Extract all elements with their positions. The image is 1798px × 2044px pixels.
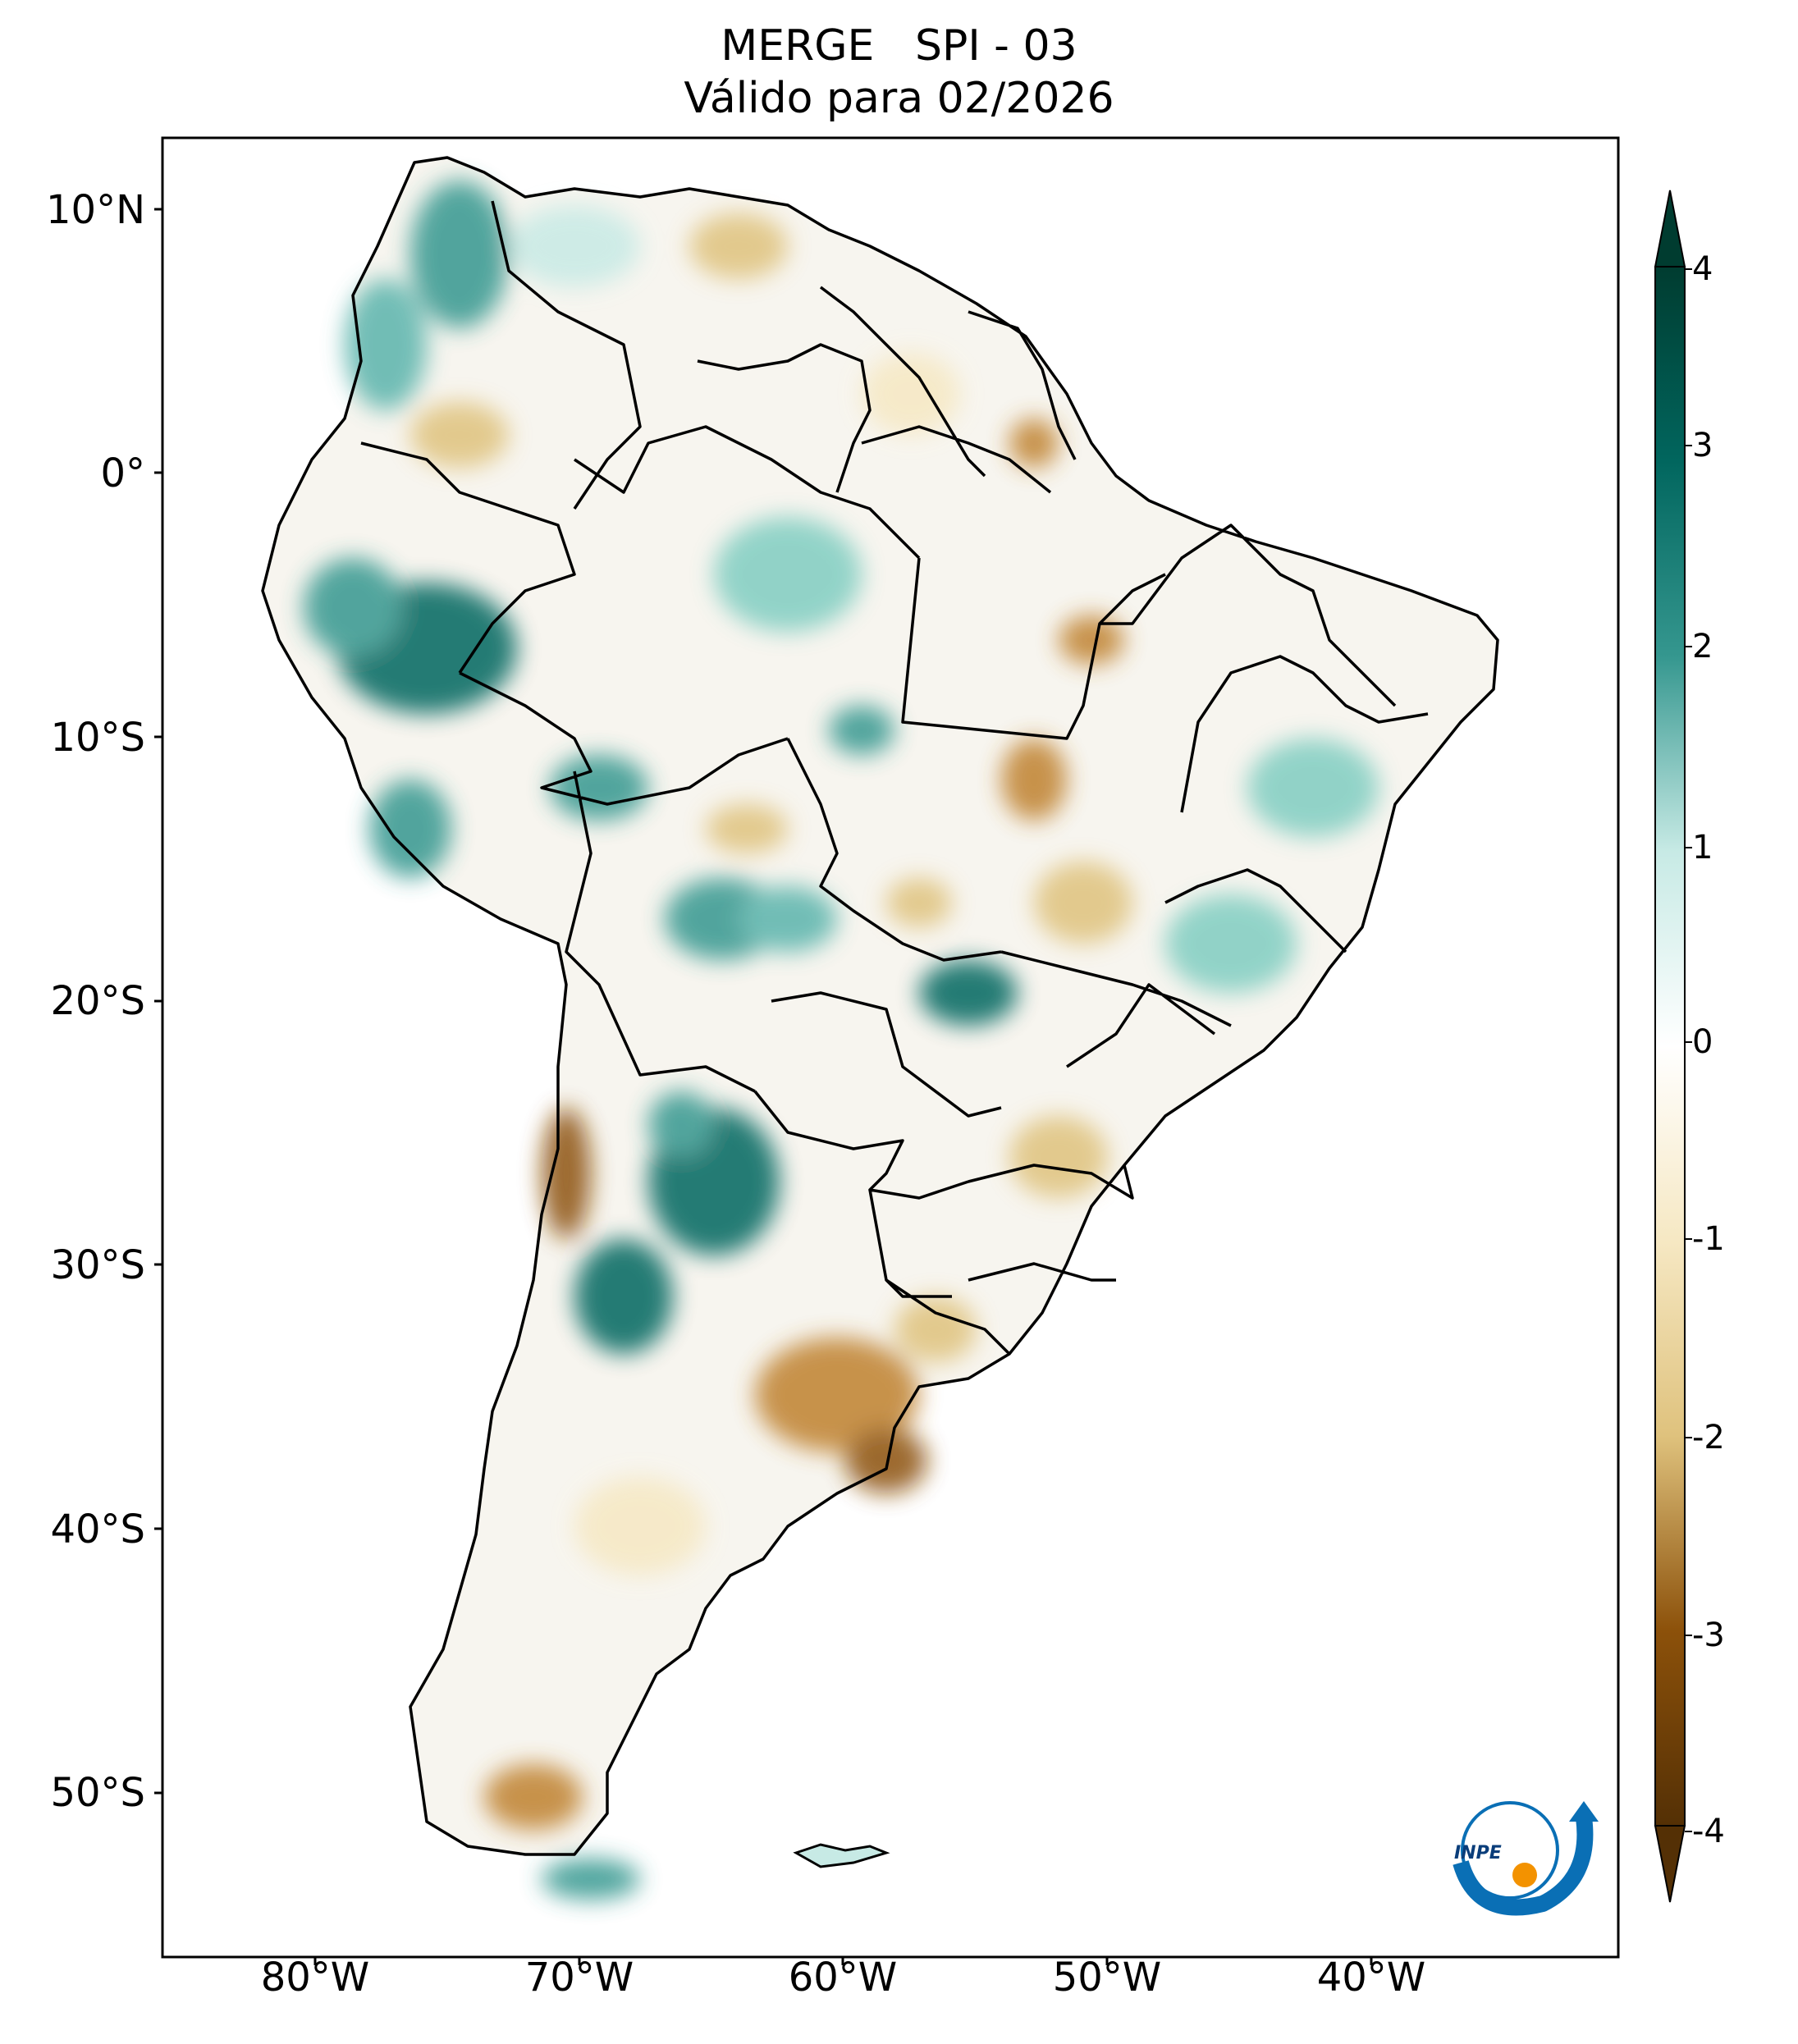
y-tick-label: 40°S [50, 1507, 145, 1552]
x-tick-label: 40°W [1316, 1955, 1426, 2001]
x-tick-label: 50°W [1052, 1955, 1162, 2001]
map-title-line1: MERGE SPI - 03 [721, 21, 1077, 71]
colorbar [1654, 190, 1692, 1903]
falklands-island [793, 1843, 890, 1868]
y-tick-label: 30°S [50, 1242, 145, 1288]
colorbar-tick-label: 1 [1692, 829, 1713, 867]
colorbar-tick-label: 2 [1692, 628, 1713, 665]
logo-text: INPE [1454, 1843, 1502, 1863]
colorbar-tick-label: 3 [1692, 427, 1713, 464]
colorbar-tick-label: 0 [1692, 1023, 1713, 1061]
colorbar-tick-label: 4 [1692, 250, 1713, 288]
x-tick-label: 70°W [524, 1955, 634, 2001]
colorbar-tick-label: -4 [1692, 1813, 1725, 1850]
colorbar-tick-label: -2 [1692, 1419, 1725, 1456]
inpe-logo: INPE [1453, 1801, 1599, 1916]
spi-field [263, 158, 1498, 1900]
x-tick-label: 80°W [260, 1955, 370, 2001]
y-tick-label: 10°S [50, 715, 145, 761]
colorbar-tick-label: -3 [1692, 1616, 1725, 1654]
continent-fill [263, 158, 1498, 1854]
country-borders [261, 156, 1499, 1856]
y-tick-label: 10°N [46, 187, 145, 233]
axis-ticks [154, 208, 1373, 1965]
x-tick-label: 60°W [788, 1955, 898, 2001]
y-tick-label: 20°S [50, 978, 145, 1024]
map-frame [161, 136, 1620, 1959]
y-tick-label: 50°S [50, 1770, 145, 1816]
colorbar-tick-label: -1 [1692, 1220, 1725, 1258]
y-tick-label: 0° [100, 450, 145, 496]
map-title-line2: Válido para 02/2026 [684, 74, 1114, 123]
